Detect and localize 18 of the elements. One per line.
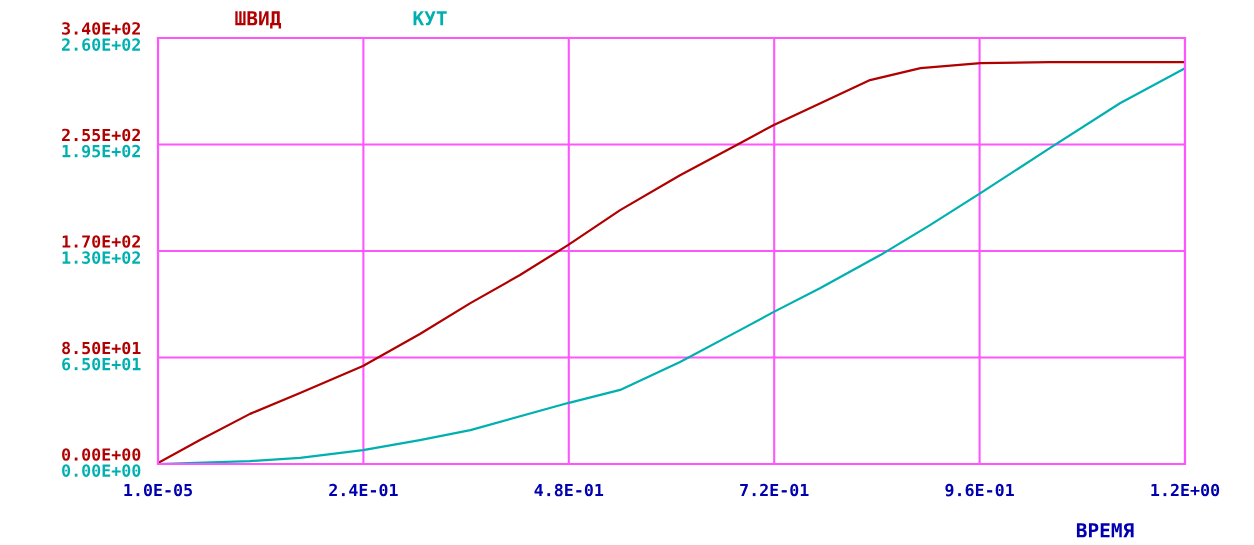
y-tick-label: 1.70E+02 <box>62 235 140 248</box>
y2-tick-label: 1.30E+02 <box>62 251 140 264</box>
x-tick-label: 9.6E-01 <box>945 483 1014 497</box>
y2-tick-label: 1.95E+02 <box>62 144 140 158</box>
y2-tick-label: 2.60E+02 <box>62 38 140 51</box>
text: ШВИД <box>235 11 282 29</box>
y-tick-label: 0.00E+00 <box>62 448 141 461</box>
y-tick-label: 2.55E+02 <box>62 128 140 142</box>
text: КУТ <box>413 11 447 26</box>
y-tick-label: 8.50E+01 <box>62 341 141 355</box>
x-axis-title: ВРЕМЯ <box>1076 523 1134 538</box>
x-tick-label: 4.8E-01 <box>534 483 604 497</box>
x-tick-label: 1.0E-05 <box>124 483 192 497</box>
y2-tick-label: 6.50E+01 <box>62 357 141 371</box>
y-tick-label: 3.40E+02 <box>62 22 140 35</box>
x-tick-label: 7.2E-01 <box>740 483 809 497</box>
x-tick-label: 1.2E+00 <box>1151 483 1220 497</box>
x-tick-label: 2.4E-01 <box>329 483 398 497</box>
